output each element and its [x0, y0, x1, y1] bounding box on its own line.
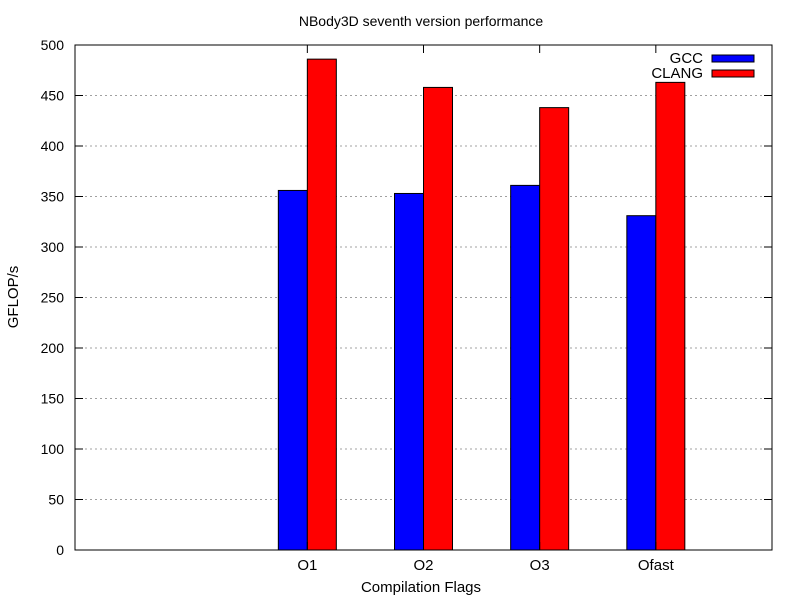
y-tick-label: 200 [41, 340, 65, 356]
bar-clang [655, 81, 686, 551]
y-tick-label: 0 [56, 542, 64, 558]
x-tick-label: Ofast [638, 557, 675, 574]
x-tick-label: O1 [297, 557, 317, 574]
y-tick-label: 300 [41, 239, 65, 255]
bars-layer [277, 58, 686, 551]
y-tick-label: 400 [41, 138, 65, 154]
legend-swatch [711, 54, 755, 63]
y-tick-label: 500 [41, 37, 65, 53]
x-axis-label: Compilation Flags [361, 579, 481, 596]
bar-clang [539, 107, 570, 551]
bar-clang [423, 86, 453, 551]
y-tick-label: 450 [41, 88, 65, 104]
legend-swatch [711, 69, 755, 78]
bar-gcc [277, 189, 308, 551]
x-tick-label: O2 [413, 557, 433, 574]
legend-label: CLANG [651, 65, 703, 82]
y-tick-label: 150 [41, 391, 65, 407]
ticks-layer: 0 50 100 150 200 250 300 350 400 450 500 O1 O2 O3 Ofas… [41, 37, 772, 574]
x-tick-label: O3 [530, 557, 550, 574]
y-axis-label: GFLOP/s [5, 266, 22, 329]
chart-title: NBody3D seventh version performance [299, 13, 544, 29]
bar-gcc [626, 215, 657, 551]
y-tick-label: 250 [41, 290, 65, 306]
y-tick-label: 350 [41, 189, 65, 205]
y-tick-label: 50 [48, 492, 64, 508]
bar-gcc [394, 192, 424, 551]
bar-gcc [510, 184, 541, 551]
legend-label: GCC [670, 50, 704, 67]
bar-clang [306, 58, 337, 551]
y-tick-label: 100 [41, 441, 65, 457]
